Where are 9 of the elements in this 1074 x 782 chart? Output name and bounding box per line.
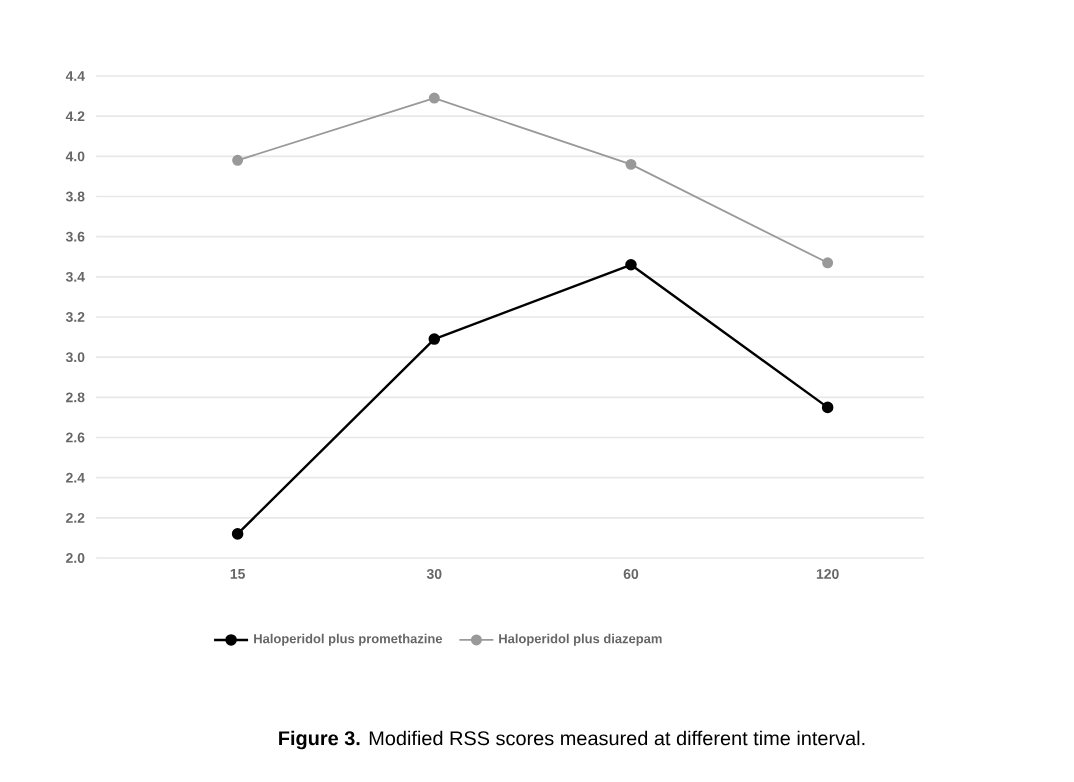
point xyxy=(625,259,637,271)
point xyxy=(231,528,244,540)
text: Figure 3. Modified RSS scores measured at different time interval. xyxy=(279,730,865,750)
point xyxy=(822,257,834,269)
point xyxy=(625,158,637,170)
point xyxy=(428,92,440,104)
point xyxy=(232,154,244,166)
point xyxy=(821,401,834,414)
point xyxy=(428,333,441,345)
